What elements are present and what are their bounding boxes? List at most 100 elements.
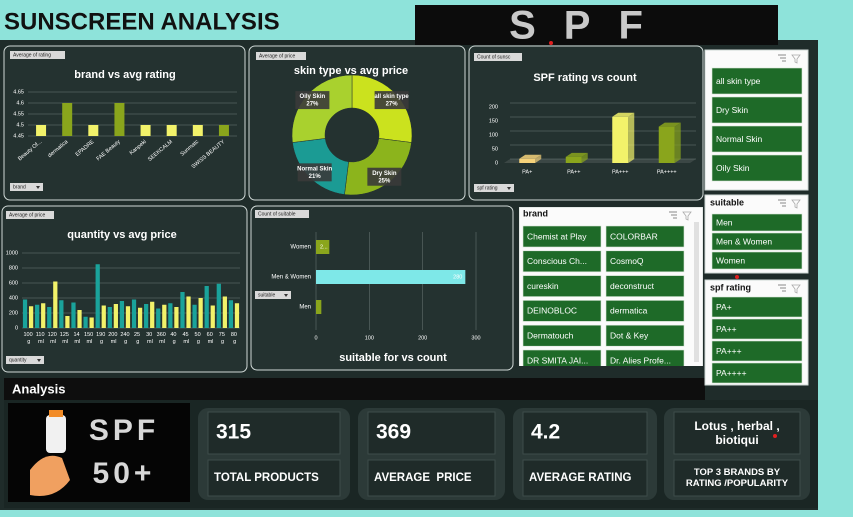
kpi-value-box (673, 411, 801, 455)
x-tick-label: 100 g (23, 332, 32, 345)
tube-cap (49, 410, 63, 417)
bar-side (628, 112, 635, 163)
slice-label: Oily Skin (300, 94, 326, 100)
slicer-item[interactable] (605, 349, 685, 371)
field-button[interactable] (474, 53, 522, 61)
slicer-item[interactable] (605, 250, 685, 273)
slicer-item[interactable] (711, 213, 803, 232)
bar-side (581, 152, 588, 163)
bar-top (612, 112, 635, 117)
data-label: 25% (378, 178, 391, 184)
slicer-item-label: PA+ (716, 302, 732, 312)
slicer-item[interactable] (711, 125, 803, 153)
data-label: 21% (309, 174, 322, 180)
field-button[interactable] (6, 356, 44, 364)
slicer-icon[interactable] (778, 54, 786, 62)
x-tick-label: PA++++ (657, 169, 677, 175)
slicer-item-label: Women (716, 255, 745, 265)
slicer-icon[interactable] (778, 284, 786, 292)
x-tick-label: 80 g (231, 332, 237, 345)
clear-filter-icon[interactable] (791, 54, 801, 64)
kpi-value: 315 (216, 421, 251, 444)
field-button[interactable] (6, 211, 54, 219)
slicer-item-label: PA+++ (716, 346, 742, 356)
field-button[interactable] (10, 183, 43, 191)
bar (316, 270, 466, 284)
image-text: 50+ (93, 457, 156, 490)
slicer-item[interactable] (711, 362, 803, 384)
bar (162, 304, 167, 328)
field-button[interactable] (10, 51, 65, 59)
bar (210, 305, 215, 328)
slicer-item[interactable] (605, 275, 685, 297)
y-tick-label: 800 (9, 265, 18, 271)
x-tick-label: PA+ (522, 169, 532, 175)
chart-title: SPF rating vs count (533, 72, 637, 84)
data-label: 27% (306, 102, 319, 108)
analysis-title: Analysis (12, 381, 65, 396)
slicer-item[interactable] (605, 300, 685, 322)
field-button[interactable] (255, 291, 291, 299)
slicer-item[interactable] (605, 324, 685, 347)
bar (36, 125, 47, 136)
slicer-item[interactable] (711, 340, 803, 362)
slice-label: Normal Skin (297, 166, 332, 172)
banner-dot (549, 41, 553, 45)
field-button[interactable] (256, 52, 306, 60)
bar-side (535, 154, 542, 163)
x-tick-label: PA++ (567, 169, 580, 175)
clear-filter-icon[interactable] (682, 211, 692, 221)
slicer-item[interactable] (522, 225, 602, 248)
kpi-value-box (207, 411, 341, 455)
field-button-label: Count of suitable (258, 212, 296, 218)
slicer-item[interactable] (711, 296, 803, 318)
slicer-icon[interactable] (669, 211, 677, 219)
slicer-item[interactable] (711, 318, 803, 340)
bar (113, 304, 118, 328)
slicer-title: spf rating (710, 282, 751, 292)
slicer-item[interactable] (522, 300, 602, 322)
slicer-item[interactable] (605, 225, 685, 248)
bar (125, 306, 131, 328)
x-tick-label: 100 (365, 335, 374, 341)
slicer-item[interactable] (522, 349, 602, 371)
slicer-item[interactable] (522, 324, 602, 347)
field-button[interactable] (255, 210, 309, 218)
data-label-box (297, 163, 332, 182)
scrollbar (694, 222, 699, 362)
x-tick-label: 125 ml (60, 332, 69, 345)
bar (89, 317, 94, 328)
bar (53, 281, 58, 328)
bar (316, 300, 322, 314)
chart-panel (3, 45, 246, 201)
field-button[interactable] (474, 184, 514, 192)
bar-top (658, 122, 681, 127)
bar (234, 303, 240, 328)
kpi-value-box (522, 411, 648, 455)
clear-filter-icon[interactable] (791, 199, 801, 209)
bar (71, 302, 76, 328)
y-tick-label: 50 (492, 146, 498, 152)
y-tick-label: 100 (489, 132, 498, 138)
kpi-label: TOTAL PRODUCTS (214, 472, 319, 484)
slicer-item[interactable] (711, 251, 803, 270)
slicer-item-label: COLORBAR (610, 231, 658, 241)
slicer-icon[interactable] (778, 199, 786, 207)
clear-filter-icon[interactable] (791, 284, 801, 294)
field-button-label: Average of rating (13, 53, 51, 59)
slicer-item[interactable] (711, 96, 803, 124)
slicer-item[interactable] (711, 67, 803, 95)
slicer-item[interactable] (711, 154, 803, 182)
bar (186, 296, 191, 328)
data-label: 280 (453, 274, 462, 280)
data-label-box (295, 91, 330, 110)
slicer-item-label: Dot & Key (610, 330, 649, 340)
slicer-item-label: Chemist at Play (527, 231, 587, 241)
slicer-item[interactable] (711, 232, 803, 251)
kpi-value-box (367, 411, 496, 455)
bar (166, 125, 177, 136)
y-tick-label: 0 (15, 325, 18, 331)
slicer-item[interactable] (522, 250, 602, 273)
bar (565, 156, 582, 163)
slicer-item[interactable] (522, 275, 602, 297)
